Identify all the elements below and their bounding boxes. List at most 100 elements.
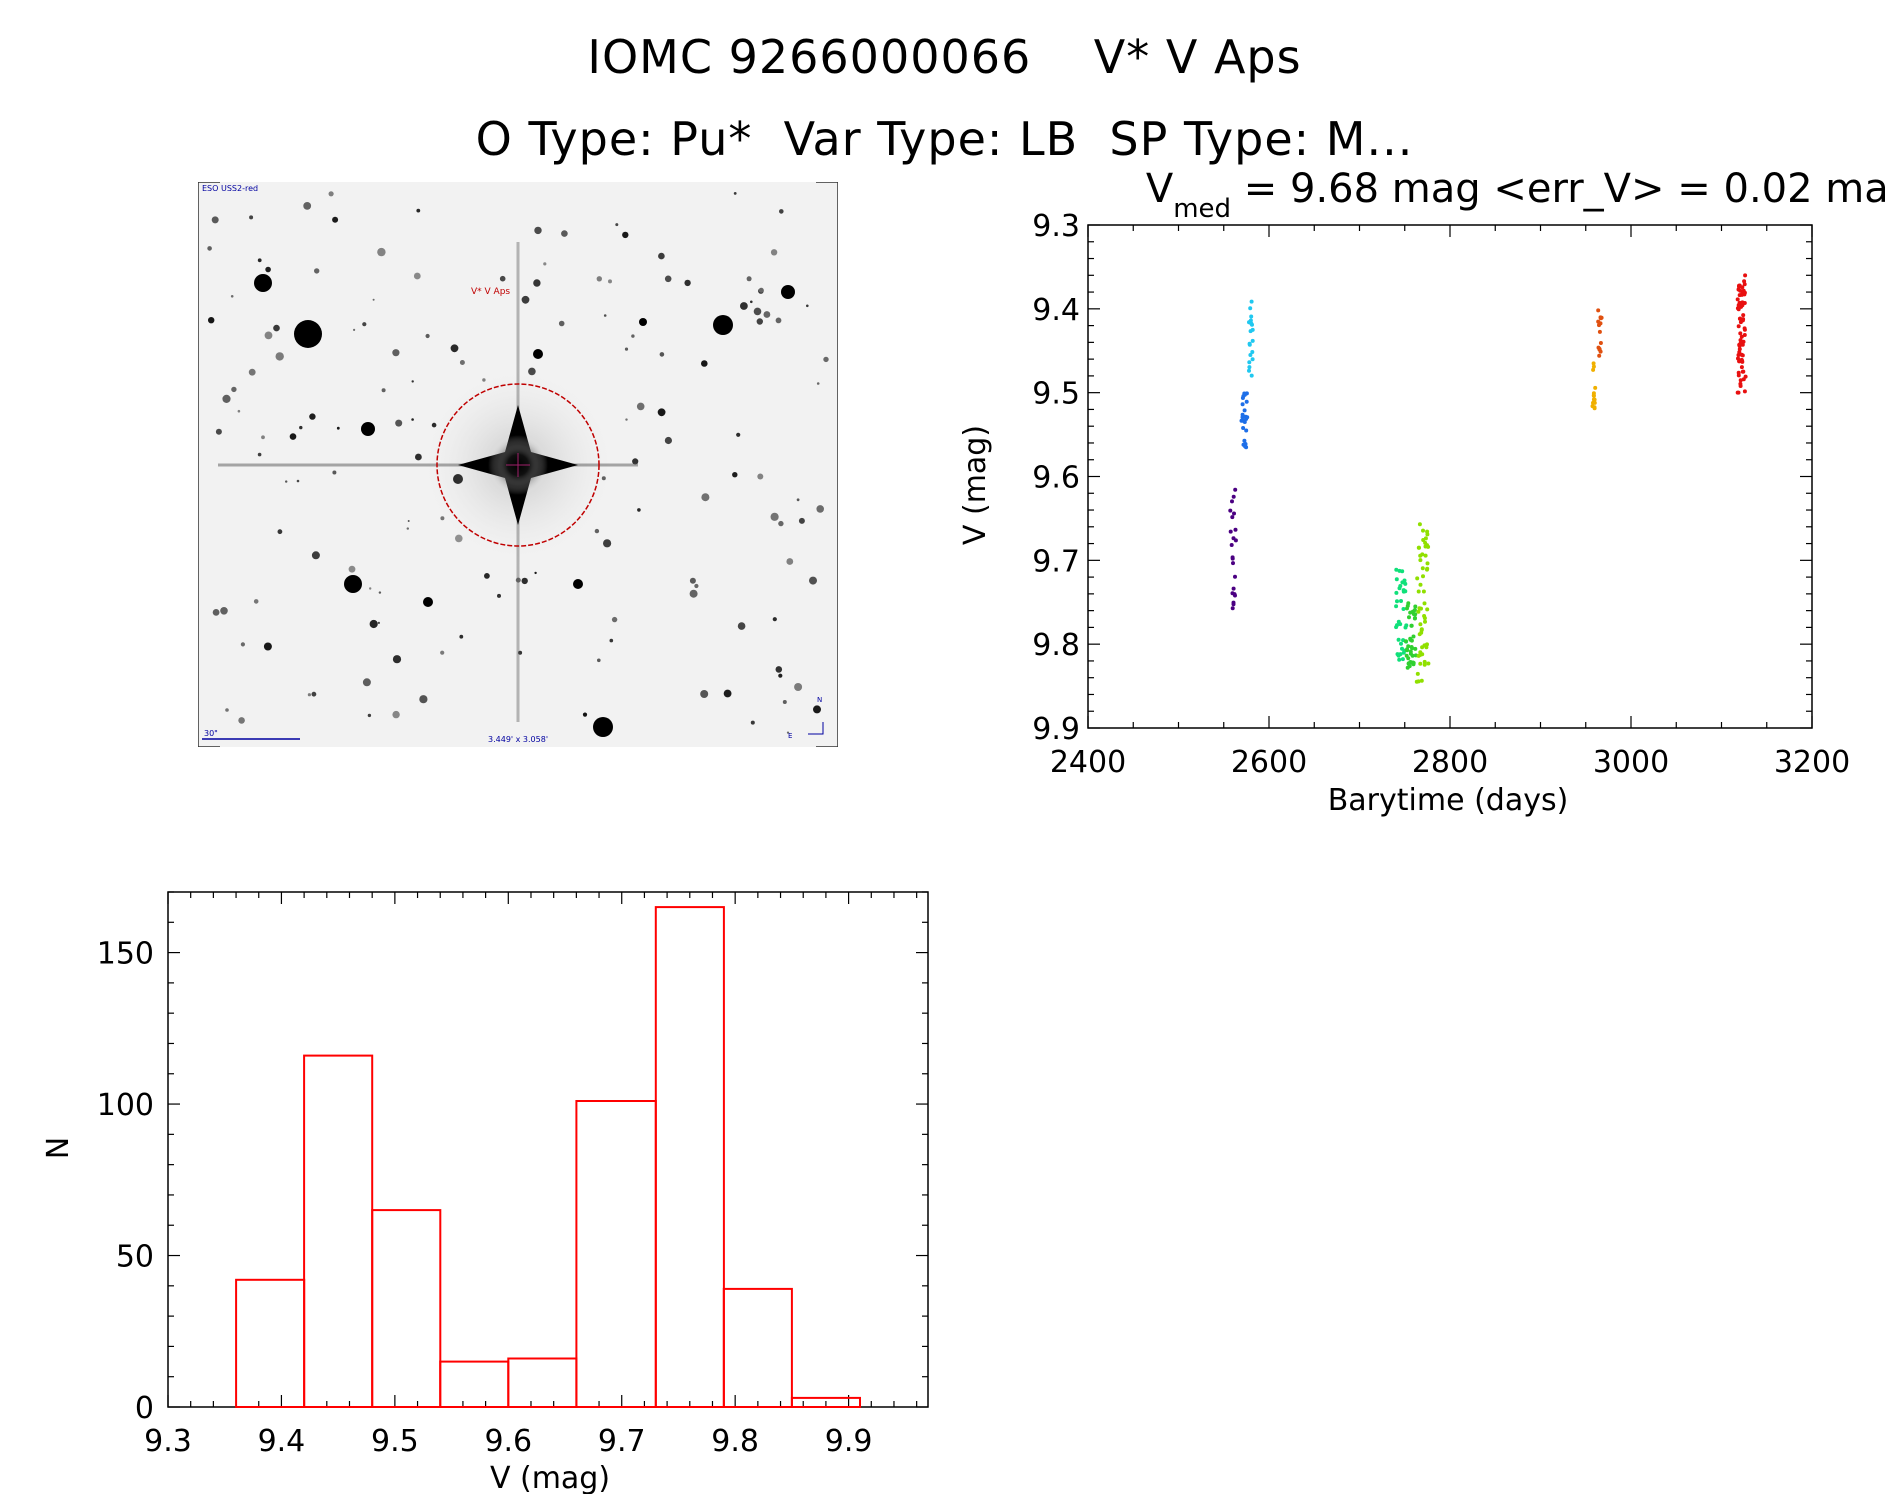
field-star	[411, 380, 414, 383]
data-point	[1740, 353, 1745, 358]
data-point	[1425, 532, 1430, 537]
data-point	[1420, 652, 1425, 657]
field-star	[636, 402, 645, 411]
data-point	[1419, 606, 1423, 611]
histogram-axes: 9.3 9.4 9.5 9.6 9.7 9.8 9.9 0 50 100 150	[97, 891, 929, 1459]
data-point	[1739, 334, 1744, 339]
field-star	[361, 422, 375, 436]
field-star	[515, 577, 521, 583]
data-point	[1400, 657, 1405, 662]
data-point	[1400, 569, 1405, 574]
field-star	[372, 298, 375, 301]
data-point	[1398, 652, 1403, 657]
light-curve-xlabel: Barytime (days)	[1328, 783, 1569, 818]
data-point	[1738, 378, 1743, 383]
data-point	[1413, 646, 1418, 651]
data-point	[1742, 327, 1747, 332]
histogram-bar	[371, 1209, 442, 1408]
y-tick-label: 150	[97, 937, 154, 972]
field-star	[348, 565, 356, 573]
data-point	[1402, 578, 1407, 583]
data-point	[1423, 553, 1428, 558]
data-point	[1740, 285, 1745, 290]
field-star	[261, 435, 265, 440]
histogram-bar	[575, 1100, 657, 1408]
data-point	[1426, 544, 1431, 549]
field-star	[813, 705, 821, 714]
field-star	[257, 258, 262, 263]
field-star	[392, 349, 400, 357]
light-curve-title-sub: med	[1173, 194, 1231, 224]
size-label: 3.449' x 3.058'	[488, 735, 548, 744]
light-curve-title-v: V	[1146, 170, 1174, 212]
field-star	[622, 231, 629, 239]
histogram-bar	[654, 906, 725, 1408]
data-point	[1416, 679, 1421, 684]
field-star	[413, 272, 421, 280]
field-star	[779, 209, 784, 214]
field-star	[264, 331, 273, 340]
x-tick-label: 9.3	[144, 1424, 192, 1459]
data-point	[1247, 365, 1252, 370]
field-star	[732, 472, 738, 478]
field-star	[208, 317, 215, 324]
data-point	[1425, 642, 1429, 647]
data-point	[1405, 603, 1410, 608]
target-label: V* V Aps	[471, 287, 510, 297]
data-point	[1398, 622, 1403, 627]
y-tick-label: 9.6	[1032, 461, 1080, 496]
x-tick-label: 9.7	[598, 1424, 646, 1459]
field-star	[367, 713, 372, 718]
light-curve-axes: 2400 2600 2800 3000 3200 9.3 9.4 9.5 9.6 9.7 9.8 9.…	[1032, 209, 1850, 780]
data-point	[1597, 329, 1602, 334]
light-curve-ylabel: V (mag)	[958, 425, 993, 545]
field-star	[597, 658, 601, 663]
field-star	[786, 731, 790, 734]
field-star	[518, 650, 523, 655]
data-point	[1231, 602, 1236, 607]
data-point	[1423, 619, 1427, 624]
field-star	[328, 191, 334, 197]
data-point	[1247, 341, 1252, 346]
data-point	[1244, 391, 1249, 396]
data-point	[1403, 589, 1408, 594]
field-star	[406, 527, 409, 530]
field-star	[207, 246, 212, 251]
compass	[808, 722, 824, 735]
field-star	[407, 520, 410, 522]
field-star	[248, 368, 256, 376]
field-star	[782, 700, 787, 704]
data-point	[1230, 555, 1235, 560]
field-star	[632, 458, 639, 465]
data-point	[1738, 338, 1743, 343]
data-point	[1240, 412, 1245, 417]
histogram-chart: 9.3 9.4 9.5 9.6 9.7 9.8 9.9 0 50 100 150 V (mag) N	[41, 891, 929, 1494]
data-point	[1394, 590, 1399, 595]
data-point	[1592, 405, 1597, 410]
data-point	[1409, 638, 1414, 643]
y-tick-label: 9.5	[1032, 377, 1080, 412]
data-point	[1742, 301, 1747, 305]
data-point	[1241, 426, 1246, 430]
x-tick-label: 2400	[1050, 745, 1126, 780]
data-point	[1415, 671, 1420, 676]
field-star	[521, 577, 528, 585]
data-point	[1248, 353, 1253, 357]
field-star	[307, 693, 311, 697]
field-star	[770, 512, 779, 521]
field-star	[603, 539, 612, 548]
field-star	[796, 498, 800, 502]
data-point	[1247, 368, 1251, 373]
field-star	[757, 473, 764, 480]
field-star	[624, 347, 629, 351]
histogram-bar	[235, 1278, 306, 1408]
data-point	[1591, 364, 1596, 369]
data-point	[1395, 599, 1399, 604]
field-star	[758, 287, 764, 293]
data-point	[1240, 402, 1245, 407]
field-star	[353, 328, 356, 331]
data-point	[1738, 331, 1743, 336]
field-star	[231, 386, 237, 393]
field-star	[611, 616, 618, 623]
